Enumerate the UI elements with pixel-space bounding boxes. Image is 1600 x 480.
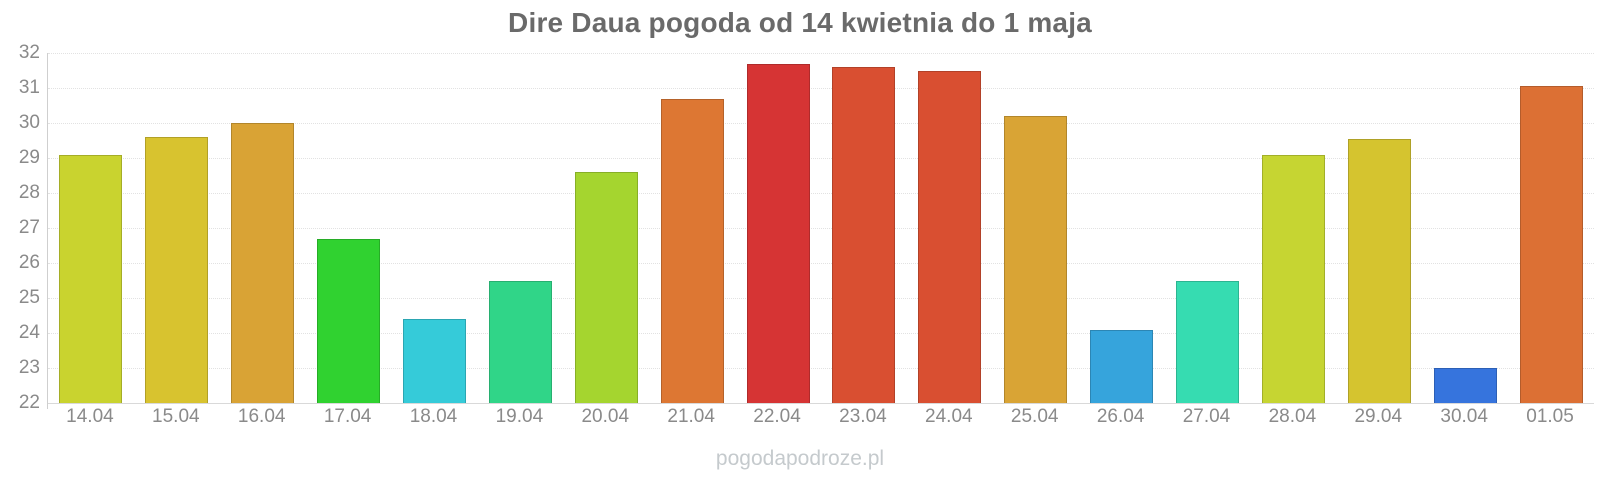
x-axis-label-30.04: 30.04 bbox=[1440, 406, 1488, 427]
y-axis-label-25: 25 bbox=[18, 287, 40, 308]
plot-area bbox=[47, 53, 1594, 404]
x-axis-label-18.04: 18.04 bbox=[409, 406, 458, 427]
x-axis-label-16.04: 16.04 bbox=[237, 406, 286, 427]
bar-29.04[interactable] bbox=[1347, 138, 1411, 403]
bar-23.04[interactable] bbox=[832, 67, 896, 403]
x-axis-label-14.04: 14.04 bbox=[66, 406, 114, 427]
x-axis-label-22.04: 22.04 bbox=[753, 406, 801, 427]
y-axis-label-28: 28 bbox=[18, 182, 40, 203]
gridline-26 bbox=[48, 263, 1594, 264]
bar-14.04[interactable] bbox=[59, 154, 123, 403]
x-axis-label-01.05: 01.05 bbox=[1526, 406, 1574, 427]
chart-title: Dire Daua pogoda od 14 kwietnia do 1 maj… bbox=[508, 7, 1092, 38]
bar-18.04[interactable] bbox=[403, 319, 466, 403]
x-axis-label-25.04: 25.04 bbox=[1010, 406, 1059, 427]
bar-20.04[interactable] bbox=[574, 172, 638, 403]
gridline-30 bbox=[48, 123, 1594, 124]
y-axis-label-23: 23 bbox=[18, 357, 40, 378]
x-axis-label-15.04: 15.04 bbox=[152, 406, 200, 427]
y-axis-label-24: 24 bbox=[18, 322, 40, 343]
gridline-24 bbox=[48, 333, 1594, 334]
bar-16.04[interactable] bbox=[231, 123, 295, 403]
gridline-32 bbox=[48, 53, 1594, 54]
y-axis-label-22: 22 bbox=[18, 392, 40, 413]
gridline-23 bbox=[48, 368, 1594, 369]
x-axis-label-26.04: 26.04 bbox=[1096, 406, 1145, 427]
y-axis-label-30: 30 bbox=[18, 112, 40, 133]
x-axis-label-20.04: 20.04 bbox=[581, 406, 630, 427]
x-axis-label-24.04: 24.04 bbox=[925, 406, 973, 427]
gridline-31 bbox=[48, 88, 1594, 89]
y-axis-label-31: 31 bbox=[18, 77, 40, 98]
x-axis-label-17.04: 17.04 bbox=[323, 406, 372, 427]
bar-27.04[interactable] bbox=[1176, 280, 1239, 403]
x-axis-label-23.04: 23.04 bbox=[839, 406, 887, 427]
x-axis-label-27.04: 27.04 bbox=[1182, 406, 1231, 427]
y-axis-label-29: 29 bbox=[18, 147, 40, 168]
bar-15.04[interactable] bbox=[145, 137, 209, 403]
bar-01.05[interactable] bbox=[1519, 86, 1583, 403]
y-axis-label-27: 27 bbox=[18, 217, 40, 238]
bar-19.04[interactable] bbox=[488, 280, 552, 403]
bar-25.04[interactable] bbox=[1004, 116, 1068, 403]
bar-26.04[interactable] bbox=[1090, 329, 1154, 403]
gridline-28 bbox=[48, 193, 1594, 194]
bar-30.04[interactable] bbox=[1433, 368, 1497, 403]
bar-17.04[interactable] bbox=[317, 238, 381, 403]
x-axis-label-21.04: 21.04 bbox=[667, 406, 715, 427]
bar-21.04[interactable] bbox=[660, 98, 724, 403]
gridline-29 bbox=[48, 158, 1594, 159]
gridline-27 bbox=[48, 228, 1594, 229]
watermark: pogodapodroze.pl bbox=[715, 447, 885, 470]
bar-24.04[interactable] bbox=[918, 70, 982, 403]
x-axis-label-28.04: 28.04 bbox=[1268, 406, 1317, 427]
gridline-25 bbox=[48, 298, 1594, 299]
bar-28.04[interactable] bbox=[1261, 154, 1325, 403]
x-axis-label-19.04: 19.04 bbox=[495, 406, 544, 427]
bar-22.04[interactable] bbox=[746, 63, 810, 403]
y-axis-label-32: 32 bbox=[18, 42, 40, 63]
x-axis-label-29.04: 29.04 bbox=[1354, 406, 1403, 427]
x-axis-tick bbox=[47, 403, 48, 409]
y-axis-label-26: 26 bbox=[18, 252, 40, 273]
